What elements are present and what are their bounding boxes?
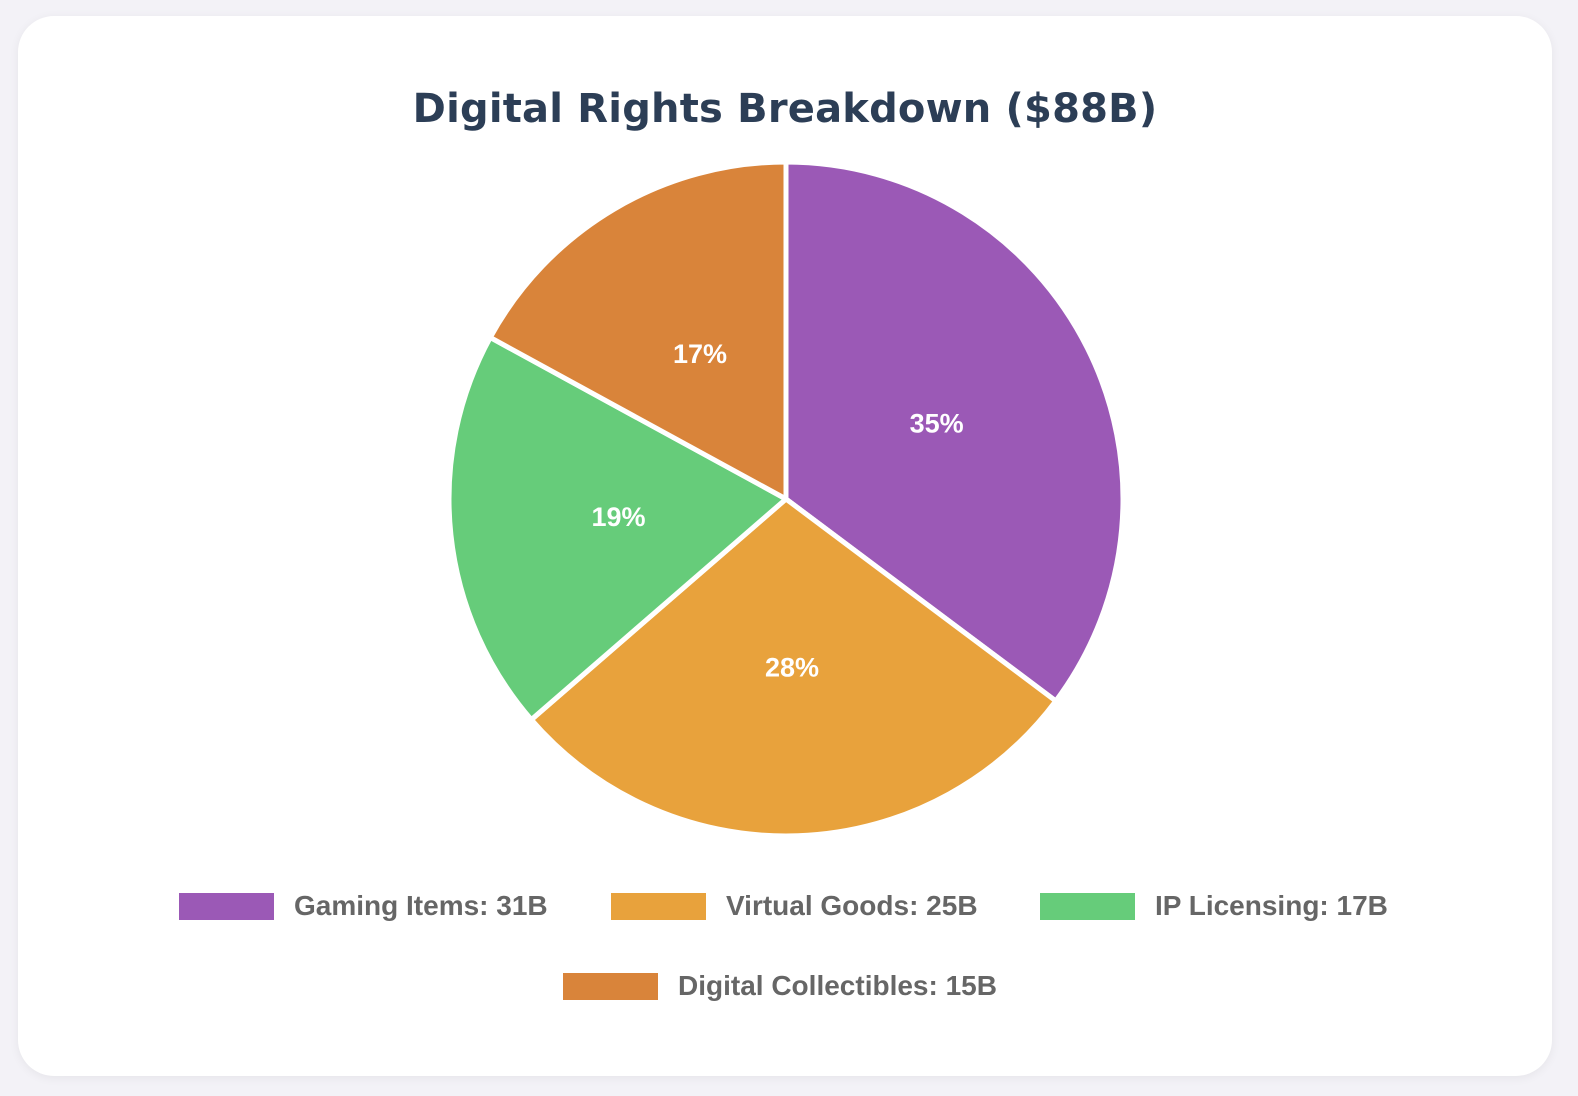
legend-item-ip-licensing[interactable]: IP Licensing: 17B: [1040, 890, 1388, 922]
slice-label-virtual-goods: 28%: [765, 652, 819, 682]
legend-swatch-gaming-items: [179, 892, 274, 920]
legend-label-gaming-items: Gaming Items: 31B: [294, 890, 548, 921]
legend-label-ip-licensing: IP Licensing: 17B: [1155, 890, 1388, 921]
legend-swatch-digital-collectibles: [563, 972, 658, 1000]
pie-slice-digital-collectibles[interactable]: [487, 159, 789, 502]
slice-label-gaming-items: 35%: [910, 409, 964, 439]
legend-swatch-ip-licensing: [1040, 892, 1135, 920]
legend-item-virtual-goods[interactable]: Virtual Goods: 25B: [611, 890, 978, 922]
pie-slice-virtual-goods[interactable]: [528, 496, 1059, 839]
pie-slice-gaming-items[interactable]: [783, 159, 1126, 704]
chart-title: Digital Rights Breakdown ($88B): [412, 86, 1158, 132]
legend-label-virtual-goods: Virtual Goods: 25B: [726, 890, 978, 921]
slice-label-ip-licensing: 19%: [591, 502, 645, 532]
pie-slice-ip-licensing[interactable]: [446, 334, 789, 723]
legend-item-gaming-items[interactable]: Gaming Items: 31B: [179, 890, 548, 922]
slice-label-digital-collectibles: 17%: [673, 339, 727, 369]
legend-swatch-virtual-goods: [611, 892, 706, 920]
legend-item-digital-collectibles[interactable]: Digital Collectibles: 15B: [563, 970, 997, 1002]
legend-label-digital-collectibles: Digital Collectibles: 15B: [678, 970, 997, 1001]
